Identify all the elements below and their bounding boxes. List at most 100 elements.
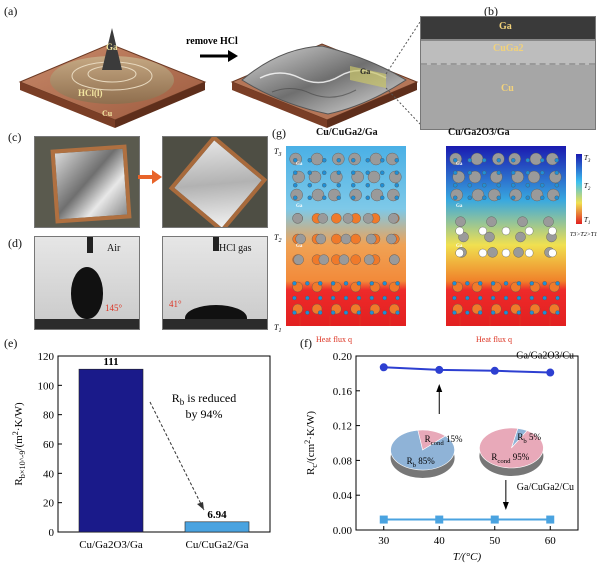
h-atom xyxy=(356,295,362,301)
h-atom xyxy=(482,195,487,200)
arrow-text: remove HCl xyxy=(186,36,238,47)
h-atom xyxy=(452,281,457,286)
annotation-arrow xyxy=(149,401,205,511)
series-point xyxy=(490,515,499,524)
annotation-line-1: Rb is reduced xyxy=(172,391,237,407)
panel-d-label: (d) xyxy=(8,236,22,250)
h-atom xyxy=(382,281,387,286)
h-atom xyxy=(452,295,457,301)
y-axis-label-e: Rb×10^-9/(m2·K/W) xyxy=(11,402,27,486)
h-atom xyxy=(554,170,559,175)
ga-atom-label: Ga xyxy=(296,204,303,209)
h-atom xyxy=(482,183,487,188)
h-atom xyxy=(453,183,458,188)
o-atom xyxy=(478,226,488,236)
series-point xyxy=(546,368,555,377)
h-atom xyxy=(554,183,559,188)
ga-atom-label: Ga xyxy=(456,162,463,167)
y-tick-label-e: 60 xyxy=(43,439,55,451)
h-atom xyxy=(293,158,298,163)
h-atom xyxy=(380,158,385,163)
photo-after-removal xyxy=(162,136,268,228)
o-atom xyxy=(525,248,534,258)
plot-frame-f xyxy=(355,355,579,531)
h-atom xyxy=(525,170,530,175)
h-atom xyxy=(369,295,374,301)
h-atom xyxy=(369,281,374,286)
ga-atom xyxy=(484,231,495,243)
h-atom xyxy=(322,170,327,175)
o-atom xyxy=(501,248,511,258)
ga-atom xyxy=(293,254,304,265)
h-atom xyxy=(453,195,458,200)
x-tick-label-f: 60 xyxy=(545,535,557,547)
ga-atom xyxy=(349,188,362,202)
h-atom xyxy=(394,170,399,175)
h-atom xyxy=(465,281,470,286)
series-label-0: Ga/Ga2O3/Cu xyxy=(516,351,574,362)
bar-value-label: 111 xyxy=(103,356,118,368)
angle-41: 41° xyxy=(169,299,182,309)
photo-before-removal xyxy=(34,136,140,228)
annotation-line-2: by 94% xyxy=(186,407,223,421)
panel-a-label: (a) xyxy=(4,4,18,18)
h-atom xyxy=(292,295,297,301)
h-atom xyxy=(305,310,310,315)
x-category-label: Cu/Ga2O3/Ga xyxy=(79,539,143,551)
ga-atom-label: Ga xyxy=(296,244,303,249)
y-tick-label-f: 0.20 xyxy=(333,351,353,363)
y-axis-label-f: Rc/(cm2·K/W) xyxy=(303,411,319,475)
h-atom xyxy=(343,310,349,315)
ga-atom xyxy=(386,233,397,245)
ga-atom xyxy=(310,152,324,166)
ga-atom xyxy=(513,247,524,258)
h-atom xyxy=(293,183,298,188)
h-atom xyxy=(452,310,457,315)
h-atom xyxy=(307,195,312,200)
droplet-in-air: Air 145° xyxy=(34,236,140,330)
h-atom xyxy=(511,195,516,200)
h-atom xyxy=(305,295,310,301)
o-atom xyxy=(501,226,511,236)
cu-atom xyxy=(350,233,361,245)
arrow-orange xyxy=(138,170,162,184)
h-atom xyxy=(496,195,501,200)
h-atom xyxy=(307,170,312,175)
h-atom xyxy=(394,158,399,163)
series-point xyxy=(546,515,555,524)
series-point xyxy=(490,366,499,375)
h-atom xyxy=(307,158,312,163)
label-cu: Cu xyxy=(102,109,113,118)
h-atom xyxy=(525,158,530,163)
t2-label-left: T2 xyxy=(274,233,281,244)
panel-c-label: (c) xyxy=(8,130,22,144)
h-atom xyxy=(482,158,487,163)
h-atom xyxy=(322,158,327,163)
ga-atom xyxy=(543,216,554,227)
heat-flux-right: Heat flux q xyxy=(476,335,512,344)
h-atom xyxy=(330,281,336,286)
ga-atom xyxy=(315,233,326,245)
ga-atom xyxy=(527,170,541,184)
h-atom xyxy=(365,170,370,175)
h-atom xyxy=(540,170,545,175)
h-atom xyxy=(478,310,483,315)
ga-droplet xyxy=(102,28,122,70)
h-atom xyxy=(453,170,458,175)
h-atom xyxy=(365,158,370,163)
ga-atom xyxy=(471,188,485,202)
h-atom xyxy=(394,195,399,200)
y-tick-label-e: 120 xyxy=(38,351,55,363)
h-atom xyxy=(478,281,483,286)
ga-atom xyxy=(295,233,306,245)
h-atom xyxy=(330,295,336,301)
h-atom xyxy=(516,295,522,301)
layer-cu: Cu xyxy=(501,83,514,94)
h-atom xyxy=(322,183,327,188)
panel-f-label: (f) xyxy=(300,336,312,350)
y-tick-label-e: 80 xyxy=(43,410,55,422)
h-atom xyxy=(529,281,534,286)
h-atom xyxy=(330,310,336,315)
h-atom xyxy=(305,281,310,286)
h-atom xyxy=(343,281,349,286)
